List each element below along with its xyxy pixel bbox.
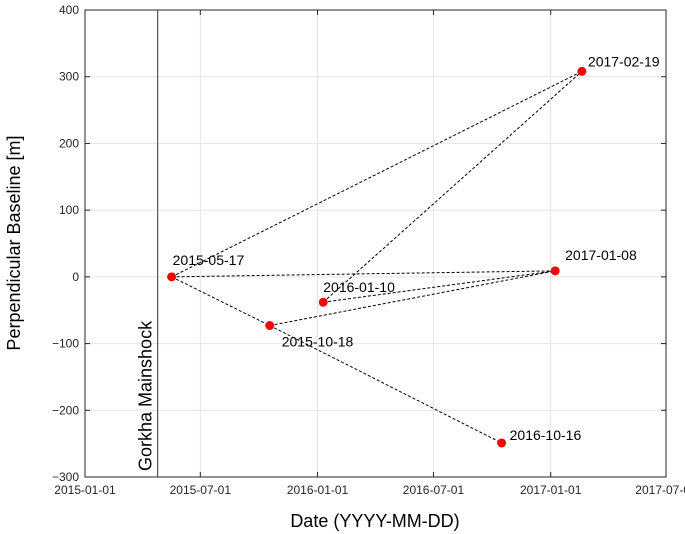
baseline-connection bbox=[171, 270, 556, 278]
data-point bbox=[577, 66, 587, 76]
point-label: 2016-10-16 bbox=[510, 427, 582, 443]
x-tick-label: 2015-07-01 bbox=[170, 483, 232, 497]
grid-lines bbox=[84, 9, 667, 478]
data-point bbox=[265, 321, 275, 331]
baseline-connection bbox=[269, 270, 556, 327]
baseline-connection bbox=[322, 71, 583, 303]
y-tick-label: 200 bbox=[59, 136, 79, 150]
baseline-connection bbox=[171, 276, 270, 327]
x-tick-label: 2016-01-01 bbox=[287, 483, 349, 497]
point-label: 2017-02-19 bbox=[588, 53, 660, 69]
x-tick-label: 2017-01-01 bbox=[520, 483, 582, 497]
baseline-connection bbox=[269, 325, 502, 444]
point-label: 2015-10-18 bbox=[282, 334, 354, 350]
x-axis-title: Date (YYYY-MM-DD) bbox=[290, 511, 459, 531]
mainshock-label: Gorkha Mainshock bbox=[136, 320, 156, 471]
connection-lines bbox=[171, 70, 583, 444]
y-tick-label: −300 bbox=[52, 470, 79, 484]
y-tick-label: 0 bbox=[72, 270, 79, 284]
data-point bbox=[318, 297, 328, 307]
annotation-layer: Gorkha Mainshock bbox=[136, 10, 159, 477]
y-axis-title: Perpendicular Baseline [m] bbox=[4, 135, 24, 350]
data-point bbox=[167, 272, 177, 282]
baseline-connection bbox=[171, 70, 583, 278]
y-axis-ticks: −300 −200 −100 0 100 200 300 400 bbox=[52, 3, 666, 484]
plot-frame bbox=[84, 9, 667, 478]
y-tick-label: −200 bbox=[52, 403, 79, 417]
baseline-connection bbox=[323, 270, 556, 303]
point-label: 2015-05-17 bbox=[173, 252, 245, 268]
data-point bbox=[497, 438, 507, 448]
x-tick-label: 2016-07-01 bbox=[403, 483, 465, 497]
y-tick-label: 300 bbox=[59, 70, 79, 84]
y-tick-label: −100 bbox=[52, 337, 79, 351]
point-label: 2017-01-08 bbox=[565, 247, 637, 263]
data-point bbox=[550, 266, 560, 276]
point-labels: 2015-05-17 2015-10-18 2016-01-10 2016-10-16… bbox=[173, 53, 660, 443]
data-points bbox=[167, 66, 587, 448]
y-tick-label: 100 bbox=[59, 203, 79, 217]
point-label: 2016-01-10 bbox=[323, 279, 395, 295]
x-tick-label: 2017-07-01 bbox=[635, 483, 685, 497]
y-tick-label: 400 bbox=[59, 3, 79, 17]
x-tick-label: 2015-01-01 bbox=[54, 483, 116, 497]
x-axis-ticks: 2015-01-01 2015-07-01 2016-01-01 2016-07-01… bbox=[54, 10, 685, 497]
